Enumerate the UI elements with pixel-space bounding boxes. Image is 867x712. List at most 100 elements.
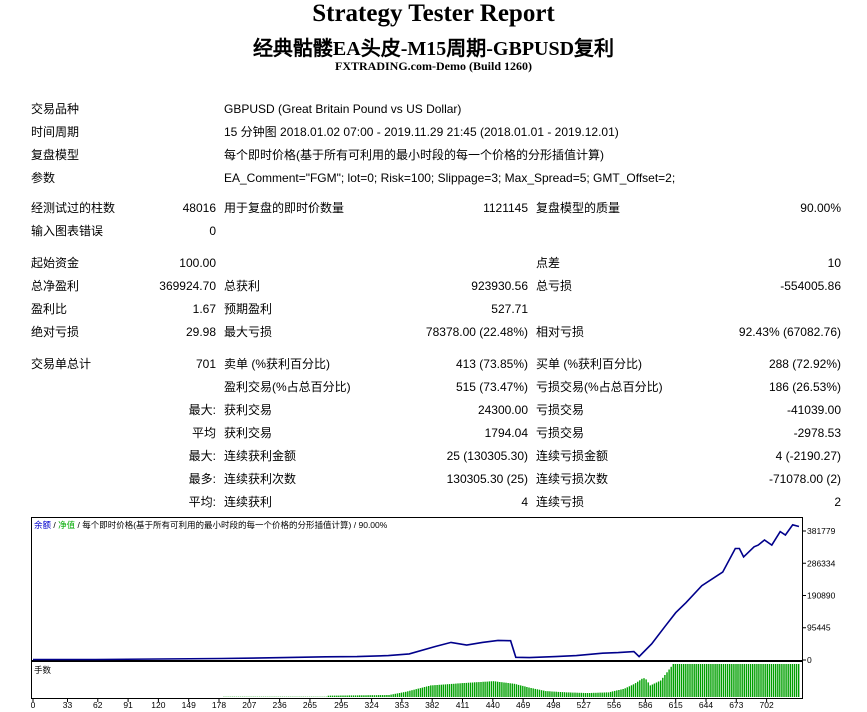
volume-bar <box>442 684 444 697</box>
volume-bar <box>436 685 438 697</box>
loss-trades-value: 186 (26.53%) <box>768 380 841 394</box>
volume-bar <box>340 695 342 697</box>
short-positions-label: 卖单 (%获利百分比) <box>224 357 330 371</box>
chart-legend: 余额 / 净值 / 每个即时价格(基于所有可利用的最小时段的每一个价格的分形插值… <box>34 520 388 530</box>
profit-trades-value: 515 (73.47%) <box>455 380 528 394</box>
model-label: 复盘模型 <box>31 148 80 162</box>
x-axis-ticks: 0 33 62 91 120 149 178 207 236 265 295 324 353 382 411… <box>31 699 774 709</box>
volume-bar <box>334 695 336 697</box>
volume-bar <box>574 692 576 697</box>
volume-bar <box>785 664 787 697</box>
volume-bar <box>365 695 367 697</box>
volume-bar <box>482 681 484 697</box>
x-tick-label: 615 <box>669 700 683 709</box>
volume-bar <box>501 682 503 697</box>
volume-bar <box>601 692 603 697</box>
volume-bar <box>361 695 363 697</box>
y-axis-ticks: 381779 286334 190890 95445 0 <box>802 526 836 665</box>
x-tick-label: 0 <box>31 700 36 709</box>
volume-bar <box>720 664 722 697</box>
volume-bar <box>649 685 651 697</box>
volume-bar <box>593 692 595 697</box>
volume-bar <box>655 682 658 697</box>
y-tick-label: 286334 <box>807 558 836 568</box>
volume-bar <box>743 664 745 697</box>
volume-bar <box>775 664 777 697</box>
volume-bar <box>463 683 465 697</box>
deposit-label: 起始资金 <box>31 256 80 270</box>
max-consec-wins-value: 25 (130305.30) <box>446 449 528 463</box>
volume-bar <box>781 664 783 697</box>
volume-bar <box>451 683 453 697</box>
volume-bar <box>566 692 568 697</box>
volume-bar <box>549 691 551 697</box>
y-tick-label: 95445 <box>807 623 831 633</box>
y-tick-label: 0 <box>807 655 812 665</box>
volume-bar <box>616 690 618 697</box>
volume-bar <box>599 692 601 697</box>
volume-bar <box>733 664 735 697</box>
net-profit-label: 总净盈利 <box>31 279 80 293</box>
volume-bar <box>425 686 428 697</box>
volume-bar <box>563 692 566 697</box>
avg-consec-losses-label: 连续亏损 <box>536 495 585 509</box>
gross-profit-value: 923930.56 <box>471 279 528 293</box>
max-consec-loss-value: -71078.00 (2) <box>768 472 841 486</box>
volume-bar <box>687 664 689 697</box>
abs-drawdown-value: 29.98 <box>185 325 216 339</box>
volume-bar <box>413 689 415 697</box>
report-subtitle: 经典骷髅EA头皮-M15周期-GBPUSD复利 <box>252 38 615 60</box>
volume-bar <box>672 664 674 697</box>
volume-bar <box>632 684 635 697</box>
volume-bar <box>731 664 733 697</box>
volume-bar <box>795 664 798 697</box>
period-value: 15 分钟图 2018.01.02 07:00 - 2019.11.29 21:… <box>224 125 619 139</box>
expected-payoff-value: 527.71 <box>491 302 528 316</box>
average-win-value: 1794.04 <box>484 426 528 440</box>
x-tick-label: 440 <box>486 700 500 709</box>
quality-value: 90.00% <box>800 201 841 215</box>
volume-bar <box>528 687 530 697</box>
x-tick-label: 295 <box>334 700 348 709</box>
volume-bar <box>584 693 587 697</box>
volume-bar <box>342 695 344 697</box>
abs-drawdown-label: 绝对亏损 <box>31 325 80 339</box>
volume-bar <box>674 664 676 697</box>
volume-bar <box>352 695 355 697</box>
volume-bar <box>421 687 424 697</box>
params-label: 参数 <box>31 171 56 185</box>
volume-bar <box>697 664 699 697</box>
volume-bar <box>382 695 384 697</box>
volume-bar <box>766 664 768 697</box>
volume-bar <box>777 664 779 697</box>
volume-bar <box>363 695 365 697</box>
volume-bar <box>695 664 697 697</box>
volume-bar <box>545 691 547 697</box>
volume-bar <box>553 691 555 697</box>
volume-bar <box>685 664 687 697</box>
volume-bar <box>331 695 334 697</box>
max-consec-wins-label: 连续获利金额 <box>224 449 297 463</box>
volume-bar <box>779 664 781 697</box>
volume-bar <box>570 692 572 697</box>
volume-bar <box>438 684 440 697</box>
short-positions-value: 413 (73.85%) <box>455 357 528 371</box>
volume-bar <box>359 695 361 697</box>
x-tick-label: 149 <box>182 700 196 709</box>
errors-value: 0 <box>209 224 216 238</box>
volume-bar <box>764 664 766 697</box>
profit-factor-value: 1.67 <box>192 302 216 316</box>
volume-bar <box>457 683 459 697</box>
volume-bar <box>630 685 633 697</box>
volume-bar <box>611 691 614 697</box>
volume-bar <box>568 692 570 697</box>
volume-bar <box>762 664 764 697</box>
volume-bar <box>327 695 330 697</box>
volume-bar <box>344 695 346 697</box>
volume-bar <box>609 691 612 697</box>
largest-win-value: 24300.00 <box>477 403 528 417</box>
x-tick-label: 498 <box>546 700 560 709</box>
volume-bar <box>626 687 628 697</box>
x-tick-label: 178 <box>212 700 226 709</box>
volume-bar <box>582 692 585 697</box>
